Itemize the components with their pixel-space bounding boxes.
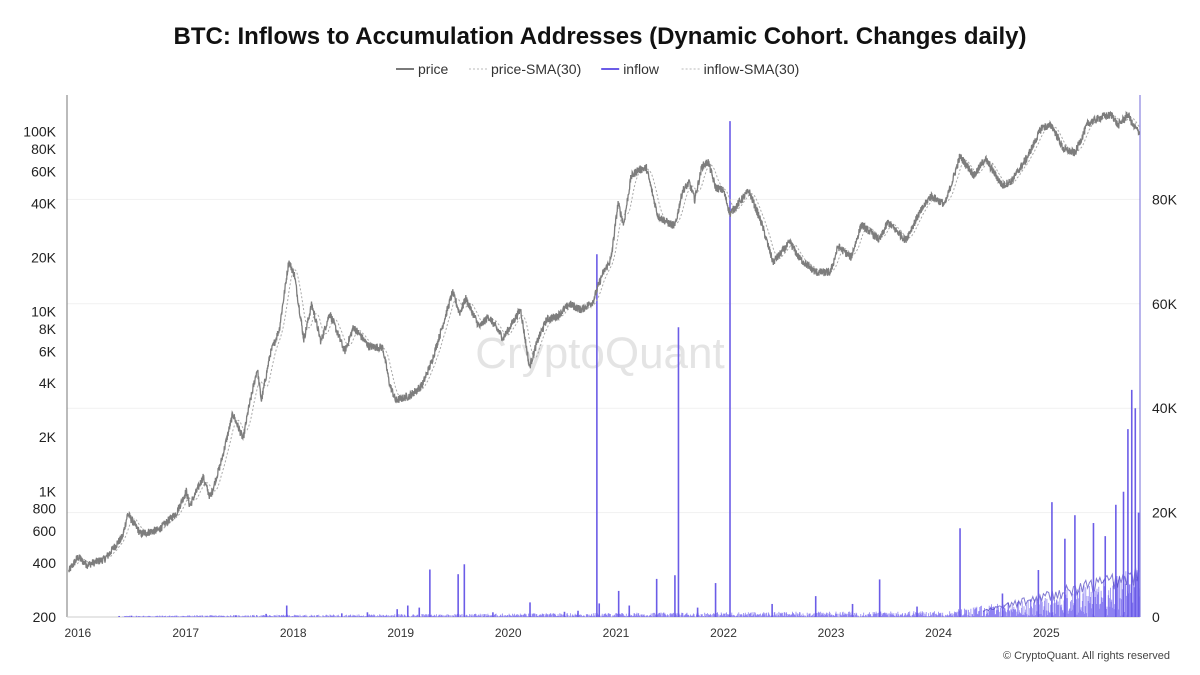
left-tick-label: 1K	[39, 483, 57, 499]
left-tick-label: 4K	[39, 375, 57, 391]
left-tick-label: 60K	[31, 164, 57, 180]
inflow-sma-line	[982, 565, 1140, 613]
left-tick-label: 400	[33, 555, 57, 571]
left-tick-label: 2K	[39, 429, 57, 445]
legend-label: inflow	[623, 61, 660, 77]
right-tick-label: 20K	[1152, 505, 1178, 521]
left-tick-label: 200	[33, 609, 57, 625]
legend-item-price[interactable]: price	[396, 61, 449, 77]
x-tick-label: 2024	[925, 626, 952, 640]
x-tick-label: 2021	[603, 626, 630, 640]
legend-item-price-sma-30[interactable]: price-SMA(30)	[469, 61, 581, 77]
x-tick-label: 2017	[172, 626, 199, 640]
legend-label: price	[418, 61, 449, 77]
copyright-text: © CryptoQuant. All rights reserved	[1003, 650, 1170, 662]
x-tick-label: 2022	[710, 626, 737, 640]
x-tick-label: 2023	[818, 626, 845, 640]
price-line	[68, 110, 1141, 573]
x-tick-label: 2018	[280, 626, 307, 640]
x-tick-label: 2020	[495, 626, 522, 640]
right-axis-ticks: 80K 60K 40K 20K 0	[1152, 191, 1178, 625]
legend-item-inflow[interactable]: inflow	[601, 61, 660, 77]
x-axis-ticks: 2016 2017 2018 2019 2020 2021 2022 2023 2024 2025	[65, 626, 1060, 640]
right-tick-label: 0	[1152, 609, 1160, 625]
x-tick-label: 2025	[1033, 626, 1060, 640]
left-tick-label: 80K	[31, 141, 57, 157]
grid	[67, 198, 1140, 514]
left-tick-label: 8K	[39, 321, 57, 337]
left-tick-label: 100K	[23, 124, 56, 140]
legend-item-inflow-sma-30[interactable]: inflow-SMA(30)	[681, 61, 800, 77]
chart-title: BTC: Inflows to Accumulation Addresses (…	[174, 23, 1027, 50]
inflow-series	[118, 121, 1140, 617]
legend-label: inflow-SMA(30)	[704, 61, 800, 77]
left-tick-label: 600	[33, 523, 57, 539]
price-series	[68, 110, 1141, 573]
legend-label: price-SMA(30)	[491, 61, 581, 77]
right-tick-label: 60K	[1152, 296, 1178, 312]
legend: price price-SMA(30) inflow inflow-SMA(30)	[396, 61, 799, 77]
left-tick-label: 20K	[31, 249, 57, 265]
left-tick-label: 6K	[39, 343, 57, 359]
right-tick-label: 40K	[1152, 400, 1178, 416]
x-tick-label: 2019	[387, 626, 414, 640]
price-sma-line	[76, 114, 1140, 565]
right-tick-label: 80K	[1152, 191, 1178, 207]
left-tick-label: 800	[33, 501, 57, 517]
watermark: CryptoQuant	[475, 329, 724, 378]
left-tick-label: 10K	[31, 304, 57, 320]
left-tick-label: 40K	[31, 195, 57, 211]
x-tick-label: 2016	[65, 626, 92, 640]
